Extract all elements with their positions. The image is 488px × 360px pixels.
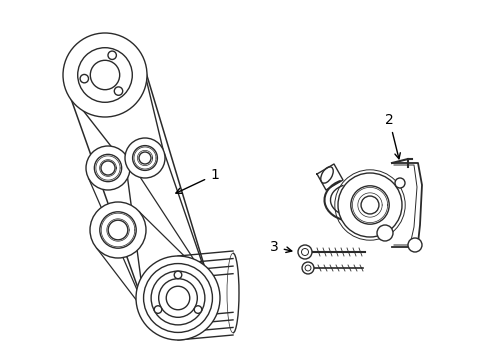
Circle shape bbox=[100, 212, 136, 248]
Circle shape bbox=[158, 279, 197, 317]
Circle shape bbox=[90, 202, 146, 258]
Circle shape bbox=[394, 178, 404, 188]
Circle shape bbox=[63, 33, 147, 117]
Circle shape bbox=[80, 75, 88, 83]
Circle shape bbox=[94, 154, 122, 182]
Circle shape bbox=[78, 48, 132, 102]
Circle shape bbox=[143, 264, 212, 332]
Circle shape bbox=[114, 87, 122, 95]
Circle shape bbox=[305, 265, 310, 271]
Text: 2: 2 bbox=[384, 113, 400, 159]
Circle shape bbox=[334, 170, 405, 240]
Text: 1: 1 bbox=[176, 168, 219, 193]
Circle shape bbox=[136, 256, 220, 340]
Circle shape bbox=[151, 271, 204, 325]
Circle shape bbox=[337, 173, 401, 237]
Circle shape bbox=[90, 60, 120, 90]
Circle shape bbox=[125, 138, 164, 178]
Circle shape bbox=[302, 262, 313, 274]
Circle shape bbox=[407, 238, 421, 252]
Circle shape bbox=[350, 186, 388, 224]
Circle shape bbox=[174, 271, 182, 279]
Circle shape bbox=[108, 51, 116, 59]
Circle shape bbox=[297, 245, 311, 259]
Circle shape bbox=[108, 220, 127, 240]
Circle shape bbox=[376, 225, 392, 241]
Circle shape bbox=[132, 145, 157, 170]
Ellipse shape bbox=[320, 167, 332, 183]
Circle shape bbox=[301, 248, 308, 256]
Circle shape bbox=[154, 306, 162, 313]
Circle shape bbox=[139, 152, 151, 164]
Circle shape bbox=[360, 196, 378, 214]
Circle shape bbox=[194, 306, 202, 313]
Circle shape bbox=[101, 161, 115, 175]
Text: 3: 3 bbox=[269, 240, 291, 254]
Circle shape bbox=[166, 286, 189, 310]
Circle shape bbox=[86, 146, 130, 190]
